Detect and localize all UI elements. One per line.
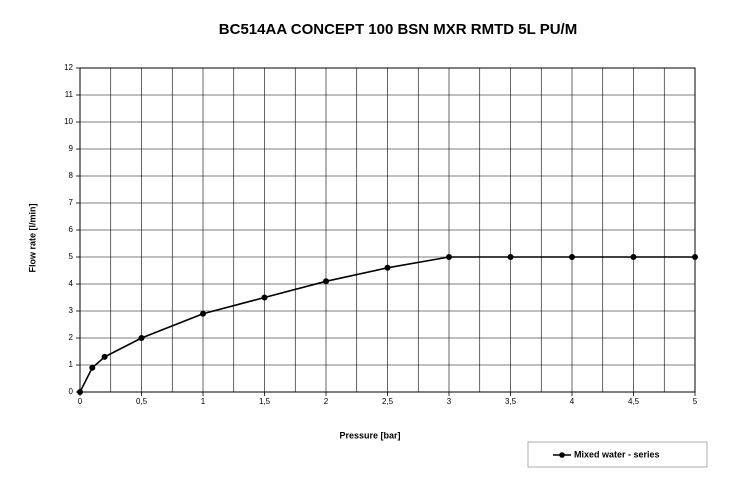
data-point [630, 254, 637, 260]
y-tick-label: 8 [69, 171, 74, 180]
y-tick-label: 2 [69, 333, 74, 342]
data-point [384, 264, 391, 271]
x-tick-label: 4 [570, 397, 575, 406]
y-tick-label: 7 [69, 198, 74, 207]
data-point [200, 310, 206, 317]
data-point [261, 294, 268, 301]
x-tick-label: 3 [447, 397, 452, 406]
y-tick-label: 4 [69, 279, 74, 288]
x-axis-label: Pressure [bar] [339, 430, 400, 440]
plot [77, 254, 698, 395]
x-tick-label: 5 [693, 397, 698, 406]
plot-frame [79, 67, 696, 393]
data-point [101, 353, 108, 360]
x-tick-label: 0,5 [136, 397, 148, 406]
y-tick-label: 0 [69, 387, 74, 396]
grid [76, 67, 696, 396]
y-tick-label: 12 [64, 63, 73, 72]
x-tick-label: 3,5 [505, 397, 517, 406]
y-tick-label: 9 [69, 144, 74, 153]
y-tick-label: 10 [64, 117, 73, 126]
y-tick-label: 1 [69, 360, 74, 369]
data-point [138, 335, 145, 341]
data-point [446, 254, 452, 260]
y-tick-label: 5 [69, 252, 74, 261]
data-point [507, 254, 514, 260]
y-axis-label: Flow rate [l/min] [27, 203, 37, 272]
y-tick-label: 3 [69, 306, 74, 315]
legend: Mixed water - series [553, 449, 660, 459]
legend-text: Mixed water - series [574, 449, 660, 459]
data-point [77, 389, 83, 395]
data-point [692, 254, 698, 260]
y-tick-label: 11 [65, 90, 74, 99]
legend-marker [559, 452, 565, 458]
data-point [89, 364, 96, 371]
x-tick-label: 4,5 [628, 397, 640, 406]
data-point [323, 278, 329, 285]
data-point [569, 254, 575, 260]
chart-title: BC514AA CONCEPT 100 BSN MXR RMTD 5L PU/M [219, 21, 577, 38]
x-tick-label: 1,5 [259, 397, 271, 406]
y-tick-label: 6 [69, 225, 74, 234]
x-tick-label: 2 [324, 397, 329, 406]
x-tick-label: 0 [78, 397, 83, 406]
x-tick-label: 2,5 [382, 397, 394, 406]
x-tick-label: 1 [201, 397, 206, 406]
